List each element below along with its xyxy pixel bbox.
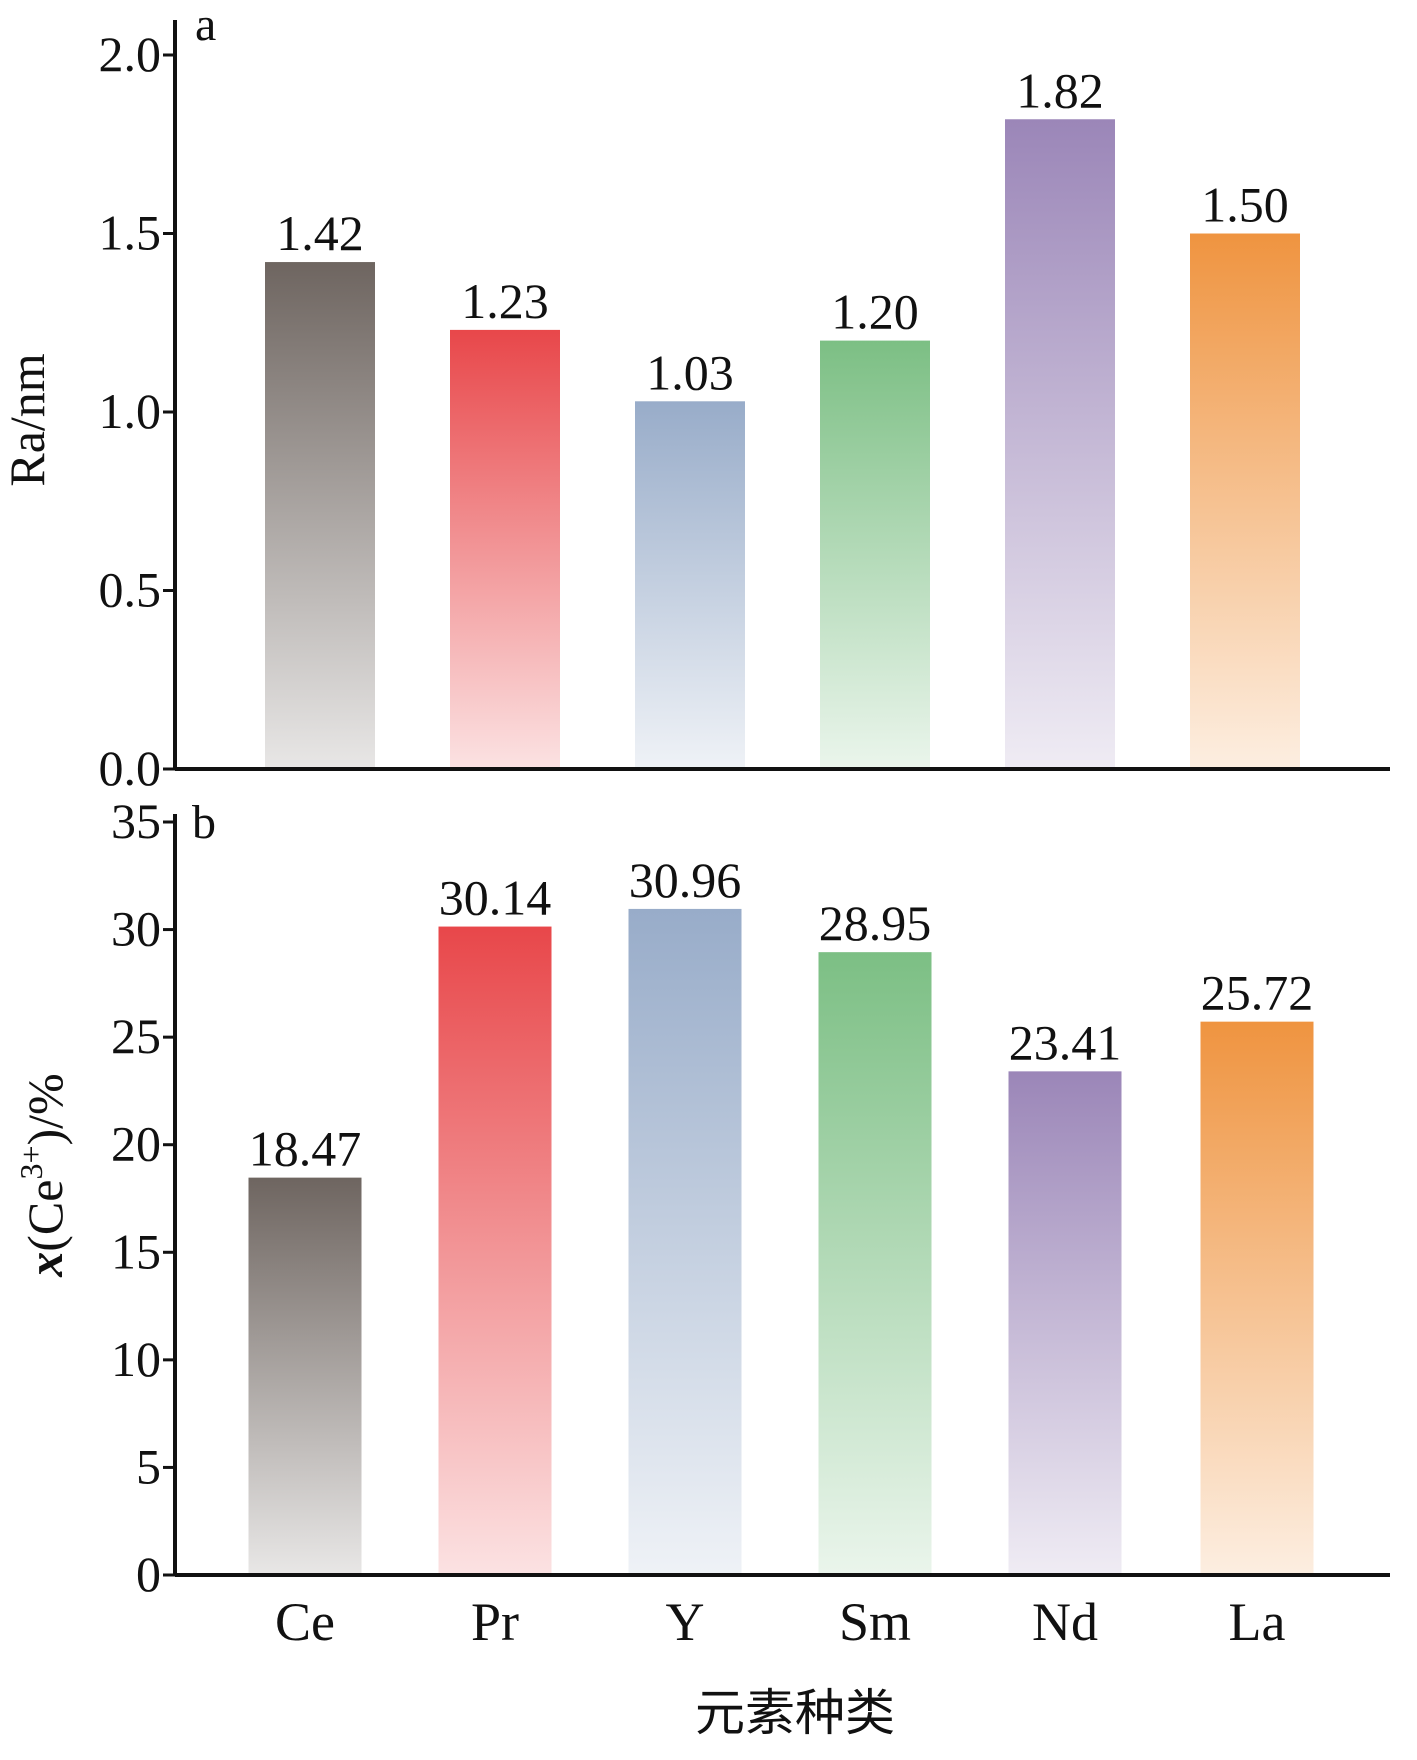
x-axis-title: 元素种类 [695,1685,895,1741]
y-tick-label: 0 [136,1546,161,1602]
y-axis-title-close: )/% [17,1073,73,1145]
panel-a-label: a [195,0,216,51]
bar-y [628,908,742,1573]
bar-pr [438,926,552,1573]
data-label-pr: 30.14 [439,870,552,926]
category-label-nd: Nd [1032,1592,1098,1652]
data-label-la: 1.50 [1201,177,1289,233]
bar-la [1200,1021,1314,1573]
y-tick-label: 10 [111,1331,161,1387]
data-label-nd: 23.41 [1009,1014,1122,1070]
bar-pr [450,329,560,767]
panel-b-y-axis-title: x(Ce3+)/% [13,1073,73,1277]
y-tick-label: 2.0 [99,26,162,82]
data-label-nd: 1.82 [1016,62,1104,118]
bar-nd [1008,1071,1122,1573]
panel-a: a Ra/nm 0.0 0.5 1.0 1.5 2.0 1.42 1.23 1.03 1.20… [0,0,1390,796]
y-tick-label: 1.0 [99,383,162,439]
bar-sm [820,340,930,767]
data-label-ce: 1.42 [276,205,364,261]
bar-ce [265,262,375,767]
category-label-la: La [1229,1592,1286,1652]
y-tick-label: 0.5 [99,562,162,618]
category-label-pr: Pr [471,1592,519,1652]
bar-sm [818,952,932,1573]
y-tick-label: 1.5 [99,205,162,261]
data-label-y: 30.96 [629,852,742,908]
y-axis-title-open: (Ce [17,1180,73,1252]
data-label-pr: 1.23 [461,273,549,329]
bar-nd [1005,119,1115,767]
y-tick-label: 5 [136,1438,161,1494]
y-tick-label: 25 [111,1008,161,1064]
category-label-y: Y [666,1592,705,1652]
y-axis-title-superscript: 3+ [13,1145,49,1179]
bar-y [635,401,745,767]
y-tick-label: 15 [111,1223,161,1279]
category-label-ce: Ce [275,1592,335,1652]
bar-la [1190,233,1300,767]
data-label-sm: 28.95 [819,895,932,951]
y-axis-title-variable: x [17,1252,73,1278]
y-tick-label: 30 [111,901,161,957]
panel-a-y-axis-title: Ra/nm [0,353,55,486]
data-label-ce: 18.47 [249,1121,362,1177]
y-tick-label: 35 [111,793,161,849]
bar-ce [248,1177,362,1573]
y-tick-label: 20 [111,1116,161,1172]
data-label-la: 25.72 [1201,965,1314,1021]
category-label-sm: Sm [839,1592,911,1652]
data-label-sm: 1.20 [831,284,919,340]
panel-b: b x(Ce3+)/% 0 5 10 15 20 25 30 35 18.47 30.14 30.… [13,793,1390,1741]
data-label-y: 1.03 [646,344,734,400]
y-tick-label: 0.0 [99,740,162,796]
panel-b-label: b [192,796,216,849]
